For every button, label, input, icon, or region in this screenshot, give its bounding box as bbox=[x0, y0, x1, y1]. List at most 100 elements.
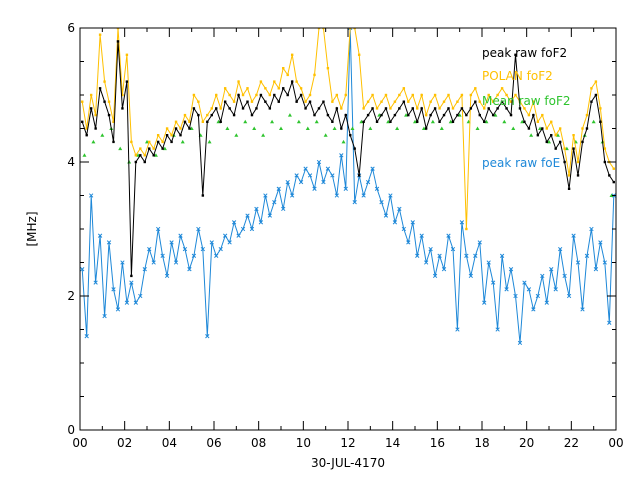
data-point bbox=[380, 113, 383, 117]
x-tick-label: 00 bbox=[608, 436, 623, 450]
legend: peak raw foF2 POLAN foF2 Mean raw foF2 p… bbox=[482, 46, 571, 170]
data-point bbox=[191, 253, 197, 258]
data-point bbox=[326, 113, 330, 117]
data-point bbox=[279, 126, 283, 130]
data-point bbox=[259, 93, 263, 97]
data-point bbox=[575, 260, 581, 265]
data-point bbox=[299, 93, 303, 97]
data-point bbox=[215, 107, 218, 110]
data-point bbox=[314, 119, 319, 124]
data-point bbox=[180, 139, 185, 144]
data-point bbox=[359, 119, 364, 124]
data-point bbox=[438, 107, 441, 110]
data-point bbox=[430, 119, 435, 124]
data-point bbox=[460, 107, 464, 110]
data-point bbox=[148, 140, 151, 144]
data-point bbox=[316, 159, 322, 165]
data-point bbox=[353, 147, 356, 150]
data-point bbox=[341, 139, 346, 144]
data-point bbox=[442, 100, 446, 103]
plot-frame bbox=[79, 27, 617, 431]
legend-entry-peak-raw-fof2: peak raw foF2 bbox=[482, 46, 567, 60]
data-point bbox=[89, 107, 93, 110]
data-point bbox=[255, 107, 258, 110]
data-point bbox=[174, 120, 178, 123]
data-point bbox=[188, 127, 191, 130]
data-point bbox=[500, 100, 504, 103]
data-point bbox=[312, 186, 317, 191]
data-point bbox=[277, 100, 280, 103]
data-point bbox=[448, 119, 453, 124]
data-point bbox=[513, 293, 518, 299]
data-point bbox=[433, 107, 437, 110]
data-point bbox=[545, 127, 548, 130]
data-point bbox=[608, 174, 611, 177]
x-axis-label: 30-JUL-4170 bbox=[311, 456, 385, 470]
series-peak-raw-foe bbox=[80, 28, 616, 346]
data-point bbox=[563, 147, 566, 150]
data-point bbox=[139, 147, 142, 150]
data-point bbox=[197, 100, 200, 103]
x-tick-label: 02 bbox=[117, 436, 132, 450]
data-point bbox=[482, 300, 487, 305]
data-point bbox=[362, 120, 365, 123]
data-point bbox=[441, 267, 447, 272]
data-point bbox=[500, 87, 504, 90]
data-point bbox=[366, 113, 370, 117]
data-point bbox=[116, 28, 120, 30]
data-point bbox=[102, 313, 107, 319]
data-point bbox=[457, 113, 462, 117]
data-point bbox=[299, 87, 303, 90]
data-point bbox=[357, 174, 361, 177]
data-point bbox=[499, 253, 505, 258]
data-point bbox=[259, 80, 263, 83]
data-point bbox=[261, 133, 266, 137]
data-point bbox=[581, 127, 584, 130]
data-point bbox=[94, 113, 97, 117]
data-point bbox=[156, 140, 160, 144]
data-point bbox=[554, 147, 557, 150]
data-point bbox=[133, 300, 138, 305]
data-point bbox=[532, 113, 535, 117]
data-point bbox=[313, 113, 316, 117]
data-point bbox=[107, 100, 111, 103]
data-point bbox=[371, 93, 374, 97]
data-point bbox=[216, 119, 221, 124]
data-point bbox=[80, 267, 85, 272]
data-point bbox=[153, 153, 158, 157]
data-point bbox=[593, 267, 599, 272]
data-point bbox=[451, 107, 455, 110]
data-point bbox=[554, 134, 557, 137]
data-point bbox=[118, 146, 123, 151]
data-point bbox=[264, 100, 267, 103]
legend-entry-polan-fof2: POLAN foF2 bbox=[482, 69, 553, 83]
data-point bbox=[189, 126, 194, 130]
data-point bbox=[511, 126, 516, 130]
data-point bbox=[438, 120, 441, 123]
data-point bbox=[130, 274, 133, 278]
data-point bbox=[98, 87, 102, 90]
data-point bbox=[357, 53, 361, 56]
data-point bbox=[393, 113, 397, 117]
data-point bbox=[183, 113, 187, 117]
data-point bbox=[192, 107, 196, 110]
data-point bbox=[522, 280, 527, 285]
x-tick-label: 06 bbox=[206, 436, 221, 450]
data-point bbox=[201, 194, 205, 197]
series-polan-fof2 bbox=[81, 28, 615, 231]
data-point bbox=[474, 87, 477, 90]
data-point bbox=[290, 53, 294, 56]
data-point bbox=[179, 134, 182, 137]
data-point bbox=[308, 100, 312, 103]
data-point bbox=[317, 107, 321, 110]
data-point bbox=[169, 240, 174, 245]
data-point bbox=[553, 287, 558, 292]
y-tick-label: 0 bbox=[67, 423, 75, 437]
data-point bbox=[156, 226, 161, 232]
data-point bbox=[282, 67, 285, 70]
data-point bbox=[219, 120, 222, 123]
data-point bbox=[332, 126, 337, 130]
data-point bbox=[505, 93, 508, 97]
data-point bbox=[410, 220, 415, 225]
